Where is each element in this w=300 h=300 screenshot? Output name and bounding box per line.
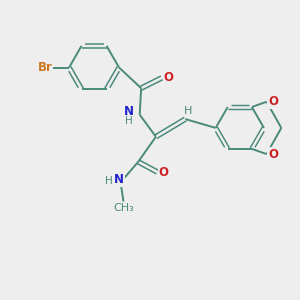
Text: O: O bbox=[268, 95, 278, 108]
Text: CH₃: CH₃ bbox=[113, 203, 134, 213]
Text: O: O bbox=[268, 148, 278, 160]
Text: N: N bbox=[124, 105, 134, 118]
Text: H: H bbox=[106, 176, 113, 186]
Text: H: H bbox=[124, 116, 132, 126]
Text: Br: Br bbox=[38, 61, 52, 74]
Text: O: O bbox=[159, 166, 169, 178]
Text: H: H bbox=[184, 106, 192, 116]
Text: O: O bbox=[163, 71, 173, 84]
Text: N: N bbox=[114, 173, 124, 186]
